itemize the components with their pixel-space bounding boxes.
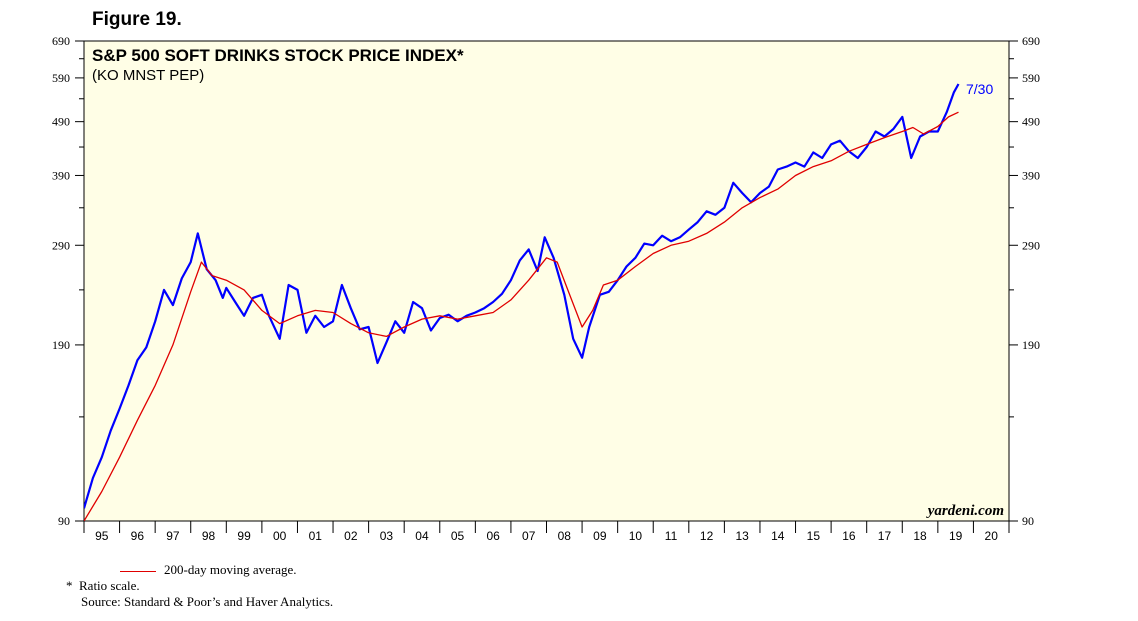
legend-swatch bbox=[120, 570, 156, 572]
x-tick-label: 02 bbox=[344, 529, 358, 543]
index-series-line bbox=[84, 83, 960, 509]
y-tick-label-right: 690 bbox=[1022, 34, 1040, 48]
y-tick-label-left: 390 bbox=[52, 168, 70, 182]
x-tick-label: 16 bbox=[842, 529, 856, 543]
plot-area bbox=[83, 40, 1010, 522]
chart-subtitle: (KO MNST PEP) bbox=[92, 67, 204, 84]
y-tick-label-right: 190 bbox=[1022, 338, 1040, 352]
ratio-note-marker: * bbox=[66, 578, 73, 593]
x-tick-label: 96 bbox=[131, 529, 145, 543]
x-tick-label: 07 bbox=[522, 529, 536, 543]
watermark: yardeni.com bbox=[926, 503, 1004, 519]
moving-average-line bbox=[84, 111, 959, 521]
x-tick-label: 97 bbox=[166, 529, 180, 543]
x-tick-label: 06 bbox=[486, 529, 500, 543]
x-tick-label: 10 bbox=[629, 529, 643, 543]
x-tick-label: 99 bbox=[237, 529, 251, 543]
y-tick-label-left: 490 bbox=[52, 115, 70, 129]
x-tick-label: 12 bbox=[700, 529, 714, 543]
x-tick-label: 01 bbox=[309, 529, 323, 543]
x-tick-label: 15 bbox=[807, 529, 821, 543]
figure-label: Figure 19. bbox=[92, 9, 182, 30]
x-tick-label: 00 bbox=[273, 529, 287, 543]
legend: 200-day moving average. bbox=[66, 562, 333, 578]
x-tick-label: 20 bbox=[985, 529, 999, 543]
x-tick-label: 05 bbox=[451, 529, 465, 543]
x-tick-label: 95 bbox=[95, 529, 109, 543]
chart-title: S&P 500 SOFT DRINKS STOCK PRICE INDEX* bbox=[92, 46, 464, 65]
ratio-note: * Ratio scale. bbox=[66, 578, 333, 594]
y-tick-label-right: 590 bbox=[1022, 71, 1040, 85]
x-tick-label: 17 bbox=[878, 529, 892, 543]
x-tick-label: 13 bbox=[735, 529, 749, 543]
y-tick-label-left: 190 bbox=[52, 338, 70, 352]
end-date-label: 7/30 bbox=[966, 81, 993, 97]
y-tick-label-left: 690 bbox=[52, 34, 70, 48]
x-tick-label: 19 bbox=[949, 529, 963, 543]
x-tick-label: 18 bbox=[913, 529, 927, 543]
y-tick-label-left: 90 bbox=[58, 514, 70, 528]
chart: 90 190 290 390 490 590 690 90 190 290 390 490 590 69… bbox=[52, 34, 1040, 543]
footnotes: 200-day moving average. * Ratio scale. S… bbox=[66, 562, 333, 610]
x-tick-label: 08 bbox=[558, 529, 572, 543]
y-tick-label-right: 90 bbox=[1022, 514, 1034, 528]
source-note: Source: Standard & Poor’s and Haver Anal… bbox=[81, 594, 334, 609]
x-tick-label: 14 bbox=[771, 529, 785, 543]
y-tick-label-right: 390 bbox=[1022, 168, 1040, 182]
x-tick-label: 04 bbox=[415, 529, 429, 543]
x-tick-label: 11 bbox=[665, 529, 678, 543]
y-tick-label-right: 490 bbox=[1022, 115, 1040, 129]
x-tick-label: 98 bbox=[202, 529, 216, 543]
ratio-note-text: Ratio scale. bbox=[79, 578, 140, 593]
y-tick-label-left: 290 bbox=[52, 238, 70, 252]
y-tick-label-left: 590 bbox=[52, 71, 70, 85]
x-tick-label: 09 bbox=[593, 529, 607, 543]
y-tick-label-right: 290 bbox=[1022, 238, 1040, 252]
x-tick-label: 03 bbox=[380, 529, 394, 543]
legend-label: 200-day moving average. bbox=[164, 562, 297, 577]
